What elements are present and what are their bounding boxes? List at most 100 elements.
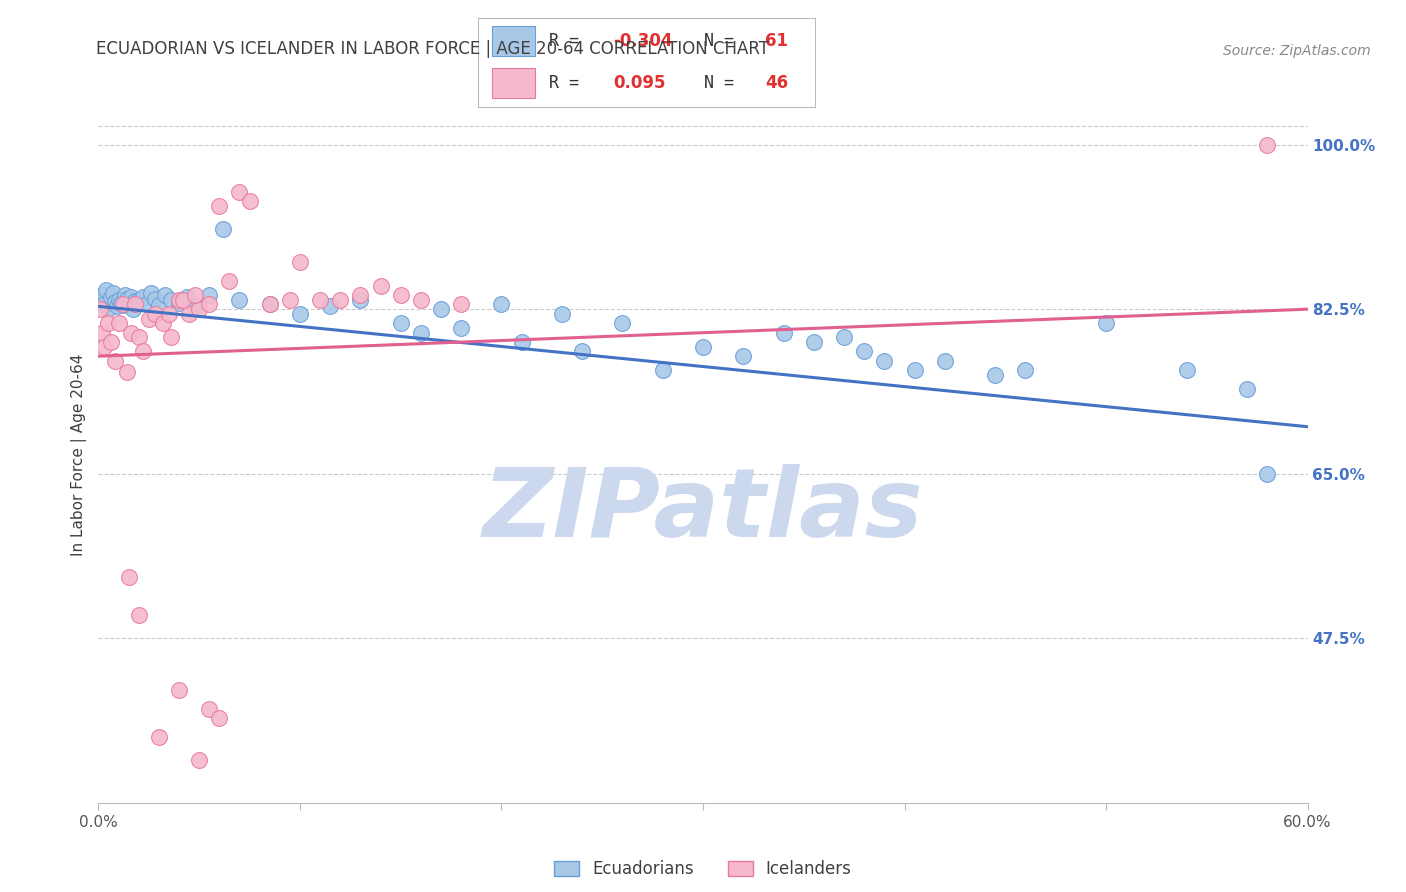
Point	[389, 316, 412, 330]
Point	[110, 295, 132, 310]
Point	[118, 570, 141, 584]
Point	[176, 290, 198, 304]
Point	[184, 299, 207, 313]
Point	[107, 316, 129, 330]
Point	[278, 293, 301, 307]
Point	[89, 302, 111, 317]
Point	[733, 349, 755, 363]
Point	[329, 293, 352, 307]
Point	[138, 311, 160, 326]
Point	[450, 297, 472, 311]
Point	[103, 354, 125, 368]
Point	[93, 297, 115, 311]
Point	[349, 288, 371, 302]
Point	[91, 288, 114, 302]
Point	[772, 326, 794, 340]
Point	[153, 288, 176, 302]
Point	[1256, 467, 1278, 481]
Point	[167, 295, 190, 310]
Point	[103, 294, 125, 309]
Point	[128, 293, 150, 307]
Point	[239, 194, 262, 208]
Point	[430, 302, 453, 317]
Point	[121, 302, 143, 317]
Point	[120, 326, 142, 340]
Point	[510, 335, 533, 350]
Point	[135, 297, 157, 311]
Point	[167, 293, 190, 307]
Point	[984, 368, 1007, 382]
Point	[259, 297, 281, 311]
Point	[1236, 382, 1258, 396]
Point	[111, 297, 134, 311]
Text: 0.095: 0.095	[613, 73, 665, 92]
Text: 61: 61	[765, 31, 787, 50]
Point	[853, 344, 876, 359]
Point	[1014, 363, 1036, 377]
Point	[450, 321, 472, 335]
Point	[409, 293, 432, 307]
Point	[208, 199, 231, 213]
Point	[111, 298, 134, 312]
Point	[832, 330, 855, 344]
Point	[124, 293, 146, 308]
Point	[692, 340, 714, 354]
Point	[228, 293, 250, 307]
Y-axis label: In Labor Force | Age 20-64: In Labor Force | Age 20-64	[72, 354, 87, 556]
Point	[259, 297, 281, 311]
Text: ZIPatlas: ZIPatlas	[482, 464, 924, 558]
Point	[904, 363, 927, 377]
Point	[309, 293, 332, 307]
Text: R =: R =	[548, 73, 599, 92]
Point	[120, 290, 142, 304]
Text: N =: N =	[704, 31, 744, 50]
Point	[179, 307, 201, 321]
Point	[571, 344, 593, 359]
Point	[132, 290, 155, 304]
Text: -0.304: -0.304	[613, 31, 672, 50]
Text: N =: N =	[704, 73, 744, 92]
Point	[184, 288, 207, 302]
Point	[198, 288, 221, 302]
Point	[97, 302, 120, 317]
Point	[803, 335, 825, 350]
Point	[114, 288, 136, 302]
Point	[128, 607, 150, 622]
Point	[370, 278, 392, 293]
Point	[288, 255, 311, 269]
Point	[124, 297, 146, 311]
Point	[143, 292, 166, 306]
Point	[349, 293, 371, 307]
Point	[218, 274, 240, 288]
Point	[188, 754, 211, 768]
Point	[491, 297, 513, 311]
Point	[172, 293, 194, 307]
Point	[100, 335, 122, 350]
Point	[198, 297, 221, 311]
Point	[148, 730, 170, 744]
Point	[128, 330, 150, 344]
Point	[208, 711, 231, 725]
Point	[91, 326, 114, 340]
Point	[551, 307, 574, 321]
Point	[288, 307, 311, 321]
Legend: Ecuadorians, Icelanders: Ecuadorians, Icelanders	[547, 854, 859, 885]
Point	[107, 293, 129, 307]
Point	[148, 298, 170, 312]
Text: 46: 46	[765, 73, 787, 92]
Point	[96, 284, 118, 298]
Point	[115, 292, 138, 306]
Point	[152, 316, 174, 330]
Point	[612, 316, 634, 330]
Point	[319, 299, 342, 313]
Point	[160, 330, 183, 344]
Text: R =: R =	[548, 31, 589, 50]
Point	[101, 286, 124, 301]
Point	[228, 185, 250, 199]
Point	[157, 307, 180, 321]
Point	[93, 340, 115, 354]
Point	[160, 293, 183, 307]
Point	[105, 299, 128, 313]
Point	[143, 307, 166, 321]
Point	[97, 316, 120, 330]
